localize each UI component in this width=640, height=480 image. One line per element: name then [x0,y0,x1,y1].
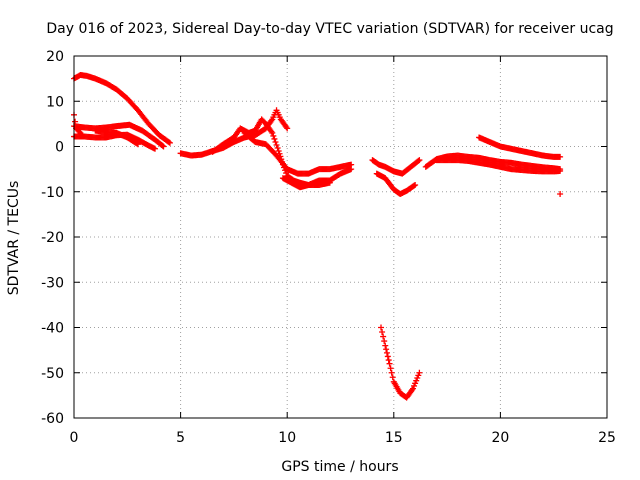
axis-ticks: 0 5 10 15 20 25 -60 -50 -40 -30 -20 -10 0 10 20 [41,49,616,446]
x-axis-label: GPS time / hours [281,459,398,475]
data-point [268,128,275,135]
series-arc-14 [433,157,564,175]
data-point [387,365,394,372]
x-tick-label: 15 [385,430,403,446]
data-point [275,148,282,155]
data-point [152,145,159,152]
data-point [160,143,167,150]
series-arc-1 [71,72,173,146]
y-tick-label: -40 [41,321,64,337]
chart-title: Day 016 of 2023, Sidereal Day-to-day VTE… [46,21,613,37]
data-point [269,129,276,136]
y-axis-label: SDTVAR / TECUs [6,181,22,296]
data-point [77,129,84,136]
y-tick-label: 20 [46,49,64,65]
series-arc-11 [373,170,419,198]
y-tick-label: 10 [46,94,64,110]
data-point [380,333,387,340]
data-point [134,141,141,148]
data-point [274,145,281,152]
data-point [378,324,385,331]
data-point [381,338,388,345]
plot-frame [73,55,608,419]
data-point [409,386,416,393]
data-point [76,128,83,135]
series-arc-10 [369,157,423,177]
data-point [270,132,277,139]
x-tick-label: 25 [598,430,616,446]
series-arc-7 [209,116,355,188]
data-point [166,139,173,146]
x-tick-label: 5 [176,430,185,446]
data-point [72,118,79,125]
data-points [71,72,564,401]
y-tick-label: -30 [41,275,64,291]
data-point [412,181,419,188]
y-tick-label: -10 [41,185,64,201]
data-point [415,157,422,164]
data-point [133,140,140,147]
data-point [416,369,423,376]
data-point [384,353,391,360]
data-point [557,167,564,174]
data-point [283,170,290,177]
series-arc-15 [476,134,564,160]
data-point [382,342,389,349]
x-tick-label: 0 [70,430,79,446]
y-tick-label: -50 [41,366,64,382]
data-point [268,117,275,124]
series-arc-4 [71,111,84,136]
data-point [557,153,564,160]
series-arc-12 [378,324,423,401]
x-tick-label: 20 [491,430,509,446]
data-point [389,374,396,381]
data-point [348,161,355,168]
series-arc-8 [241,129,355,177]
data-point [284,125,291,132]
data-point [326,179,333,186]
data-point [416,157,423,164]
series-arc-16 [557,191,564,198]
y-tick-label: -60 [41,411,64,427]
data-point [165,139,172,146]
series-arc-9 [279,175,333,191]
data-point [379,329,386,336]
y-tick-label: 0 [55,140,64,156]
data-point [271,135,278,142]
data-point [411,182,418,189]
grid [74,56,607,418]
data-point [385,357,392,364]
data-point [383,349,390,356]
data-point [386,360,393,367]
data-point [273,141,280,148]
series-arc-5 [92,127,141,148]
data-point [388,369,395,376]
data-point [159,142,166,149]
y-tick-label: -20 [41,230,64,246]
data-point [557,191,564,198]
x-tick-label: 10 [278,430,296,446]
data-point [272,138,279,145]
data-point [383,346,390,353]
data-point [283,124,290,131]
